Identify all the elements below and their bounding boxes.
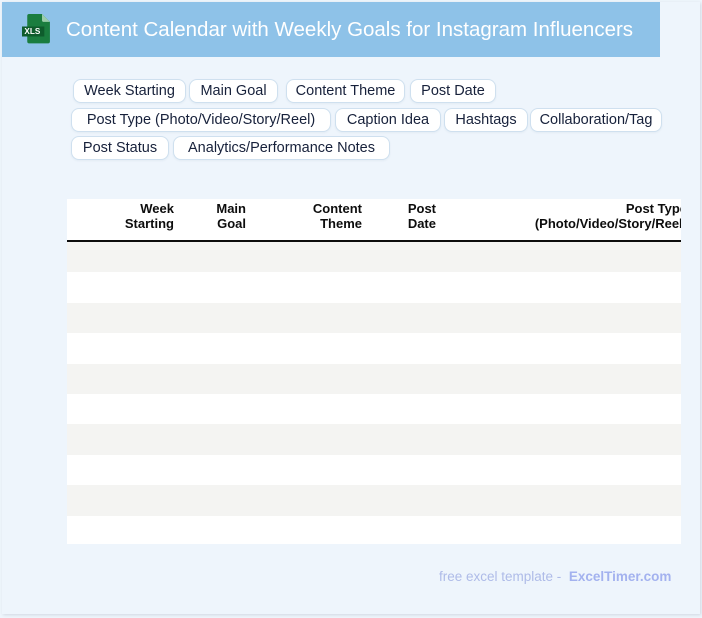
svg-text:XLS: XLS <box>24 27 40 36</box>
